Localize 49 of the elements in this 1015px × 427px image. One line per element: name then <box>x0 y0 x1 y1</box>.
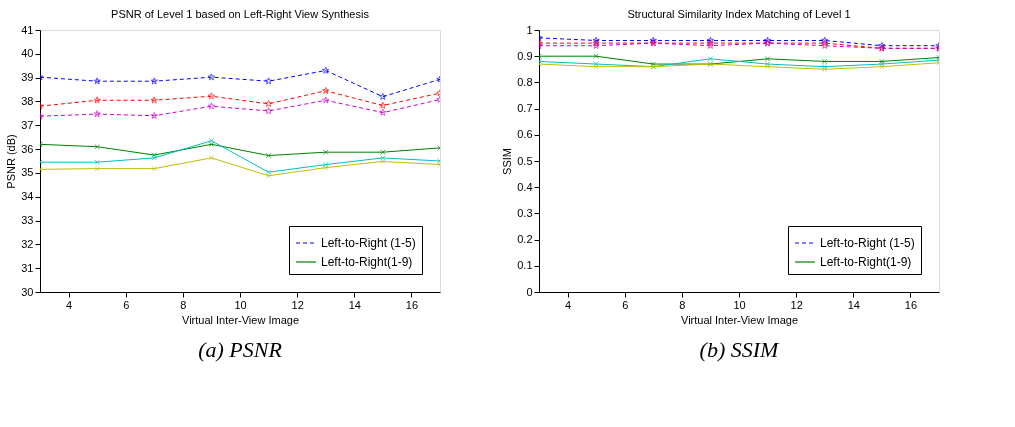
x-tick-label: 16 <box>405 298 419 311</box>
y-tick-label: 34 <box>21 190 34 203</box>
x-tick-label: 10 <box>234 298 247 311</box>
text: (a) PSNR <box>198 337 283 362</box>
y-tick-label: 35 <box>21 166 34 179</box>
y-tick-label: 0.7 <box>517 102 533 115</box>
y-tick-label: 32 <box>21 237 34 250</box>
y-tick-label: 37 <box>21 118 34 131</box>
legend-label: Left-to-Right(1-9) <box>321 255 413 269</box>
chart-title: Structural Similarity Index Matching of Level 1 <box>627 8 851 20</box>
x-tick-label: 16 <box>904 298 918 311</box>
y-tick-label: 0.1 <box>517 259 533 272</box>
y-tick-label: 0.8 <box>517 75 533 88</box>
legend-label: Left-to-Right (1-5) <box>321 236 416 250</box>
y-axis-title: SSIM <box>501 148 514 175</box>
x-axis-title: Virtual Inter-View Image <box>182 313 299 326</box>
y-tick-label: 0.2 <box>517 233 533 246</box>
x-tick-label: 12 <box>291 298 304 311</box>
y-tick-label: 30 <box>21 285 34 298</box>
text: (b) SSIM <box>699 337 781 362</box>
x-tick-label: 14 <box>348 298 361 311</box>
y-tick-label: 0.6 <box>517 128 533 141</box>
x-tick-label: 4 <box>565 298 572 311</box>
y-tick-label: 41 <box>21 23 34 36</box>
x-axis-title: Virtual Inter-View Image <box>681 313 798 326</box>
chart-title: PSNR of Level 1 based on Left-Right View Synthesis <box>111 8 370 20</box>
y-axis-title: PSNR (dB) <box>5 134 18 189</box>
y-tick-label: 0.9 <box>517 49 533 62</box>
x-tick-label: 12 <box>790 298 803 311</box>
y-tick-label: 40 <box>21 47 34 60</box>
y-tick-label: 39 <box>21 71 34 84</box>
y-tick-label: 31 <box>21 261 34 274</box>
x-tick-label: 8 <box>180 298 187 311</box>
y-tick-label: 36 <box>21 142 34 155</box>
x-tick-label: 6 <box>622 298 629 311</box>
legend-label: Left-to-Right(1-9) <box>820 255 912 269</box>
legend-label: Left-to-Right (1-5) <box>820 236 915 250</box>
x-tick-label: 6 <box>123 298 130 311</box>
y-tick-label: 0.5 <box>517 154 533 167</box>
x-tick-label: 14 <box>847 298 860 311</box>
y-tick-label: 33 <box>21 214 34 227</box>
x-tick-label: 4 <box>66 298 73 311</box>
y-tick-label: 0.3 <box>517 206 533 219</box>
y-tick-label: 0 <box>526 285 533 298</box>
y-tick-label: 0.4 <box>517 180 533 193</box>
x-tick-label: 10 <box>733 298 746 311</box>
x-tick-label: 8 <box>679 298 686 311</box>
y-tick-label: 1 <box>526 23 533 36</box>
y-tick-label: 38 <box>21 94 34 107</box>
